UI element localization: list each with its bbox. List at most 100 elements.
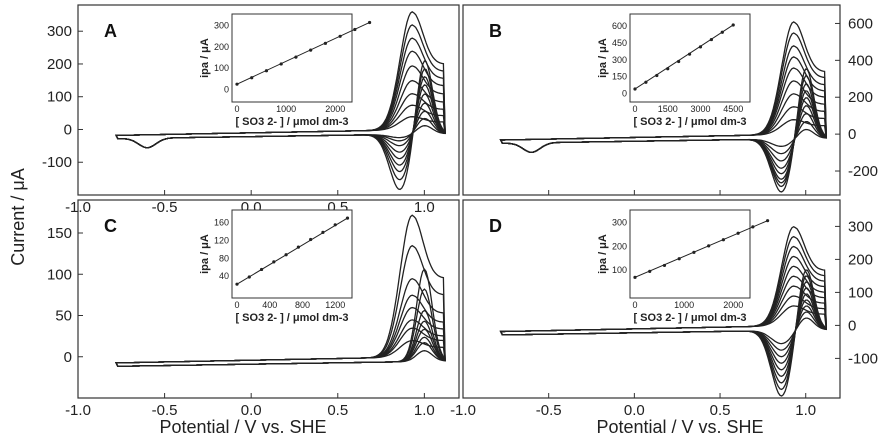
x-tick-label: -0.5	[536, 402, 562, 419]
inset-y-tick-label: 600	[612, 21, 627, 31]
y-tick-label: 100	[47, 266, 72, 283]
y-tick-label: 0	[848, 317, 856, 334]
y-tick-label: 600	[848, 15, 873, 32]
cv-curve	[115, 214, 446, 367]
inset-point	[731, 23, 735, 27]
inset-y-label: ipa / μA	[597, 234, 609, 274]
inset-y-tick-label: 100	[612, 265, 627, 275]
inset-y-tick-label: 100	[214, 63, 229, 73]
y-tick-label: 200	[848, 89, 873, 106]
inset-x-tick-label: 0	[632, 104, 637, 114]
x-tick-label: 0.5	[327, 402, 348, 419]
inset-point	[765, 219, 770, 223]
inset-fit-line	[236, 217, 348, 285]
y-tick-label: 150	[47, 225, 72, 242]
inset-point	[284, 253, 288, 257]
inset-point	[338, 34, 342, 38]
inset-point	[235, 282, 239, 286]
inset-point	[633, 275, 637, 279]
inset-frame	[629, 13, 751, 103]
x-tick-label: 0.0	[624, 402, 645, 419]
inset-fit-line	[634, 220, 768, 278]
x-tick-label: -1.0	[450, 402, 476, 419]
inset-point	[294, 55, 298, 59]
inset-plot: 0 400 800 1200 40 80 120 160 [ SO3 2- ] / μmol d…	[199, 209, 353, 324]
x-tick-label: -0.5	[152, 402, 178, 419]
x-axis-title-right: Potential / V vs. SHE	[596, 417, 763, 437]
y-tick-label: 400	[848, 52, 873, 69]
y-tick-label: 0	[64, 349, 72, 366]
inset-y-tick-label: 160	[214, 218, 229, 228]
inset-x-label: [ SO3 2- ] / μmol dm-3	[235, 116, 348, 128]
panel-frame	[462, 4, 841, 196]
inset-point	[698, 45, 703, 49]
inset-point	[367, 20, 372, 25]
inset-point	[259, 267, 264, 272]
x-tick-label: 0.5	[710, 402, 731, 419]
x-axis-title-left: Potential / V vs. SHE	[159, 417, 326, 437]
y-tick-label: 50	[55, 308, 72, 325]
inset-x-tick-label: 0	[234, 300, 239, 310]
inset-x-tick-label: 0	[632, 300, 637, 310]
inset-point	[235, 82, 239, 86]
x-tick-label: -1.0	[65, 402, 91, 419]
panel-letter: A	[104, 21, 117, 41]
inset-x-tick-label: 0	[234, 104, 239, 114]
inset-x-tick-label: 1500	[658, 104, 678, 114]
inset-y-tick-label: 300	[612, 55, 627, 65]
inset-plot: 0 1500 3000 4500 0 150 300 450 600 [ SO3 2- ] / μ…	[597, 13, 751, 128]
inset-y-tick-label: 40	[219, 271, 229, 281]
inset-point	[353, 27, 357, 32]
x-tick-label: 0.0	[241, 402, 262, 419]
y-tick-label: 0	[848, 126, 856, 143]
inset-point	[333, 223, 337, 227]
y-tick-label: 0	[64, 121, 72, 138]
inset-point	[296, 245, 300, 249]
panel-letter: B	[489, 21, 502, 41]
inset-point	[655, 73, 659, 78]
panel-letter: D	[489, 216, 502, 236]
inset-point	[345, 216, 350, 220]
inset-point	[648, 269, 652, 273]
inset-point	[662, 263, 667, 268]
y-tick-label: -100	[42, 154, 72, 171]
inset-y-label: ipa / μA	[199, 234, 211, 274]
inset-point	[751, 225, 755, 229]
panel-frame	[462, 199, 841, 399]
inset-point	[247, 275, 251, 279]
inset-point	[709, 37, 713, 42]
inset-point	[279, 62, 283, 66]
x-tick-label: 1.0	[414, 402, 435, 419]
cv-curve	[115, 294, 446, 367]
inset-point	[272, 260, 276, 264]
inset-point	[321, 230, 325, 234]
x-tick-label: 1.0	[795, 402, 816, 419]
inset-y-tick-label: 300	[214, 21, 229, 31]
inset-point	[264, 69, 269, 73]
inset-point	[707, 244, 711, 248]
inset-point	[633, 87, 637, 91]
cv-curve	[499, 21, 827, 193]
inset-y-tick-label: 0	[224, 84, 229, 94]
cv-curve	[115, 11, 446, 191]
panel-letter: C	[104, 216, 117, 236]
inset-x-tick-label: 2000	[325, 104, 345, 114]
y-tick-label: -100	[848, 350, 878, 367]
inset-point	[250, 76, 254, 80]
inset-x-tick-label: 800	[295, 300, 310, 310]
y-tick-label: 200	[47, 56, 72, 73]
inset-x-tick-label: 1000	[674, 300, 694, 310]
inset-x-tick-label: 4500	[723, 104, 743, 114]
y-tick-label: -200	[848, 163, 878, 180]
inset-y-tick-label: 450	[612, 38, 627, 48]
inset-x-label: [ SO3 2- ] / μmol dm-3	[235, 312, 348, 324]
inset-y-tick-label: 200	[612, 241, 627, 251]
y-tick-label: 200	[848, 251, 873, 268]
panel-B: B 600 400 200 0 -200 0 1500 3000 4500 0 150 300 450 60…	[462, 4, 878, 196]
inset-point	[736, 231, 740, 235]
inset-y-tick-label: 0	[622, 89, 627, 99]
x-tick-label: 1.0	[414, 199, 435, 216]
